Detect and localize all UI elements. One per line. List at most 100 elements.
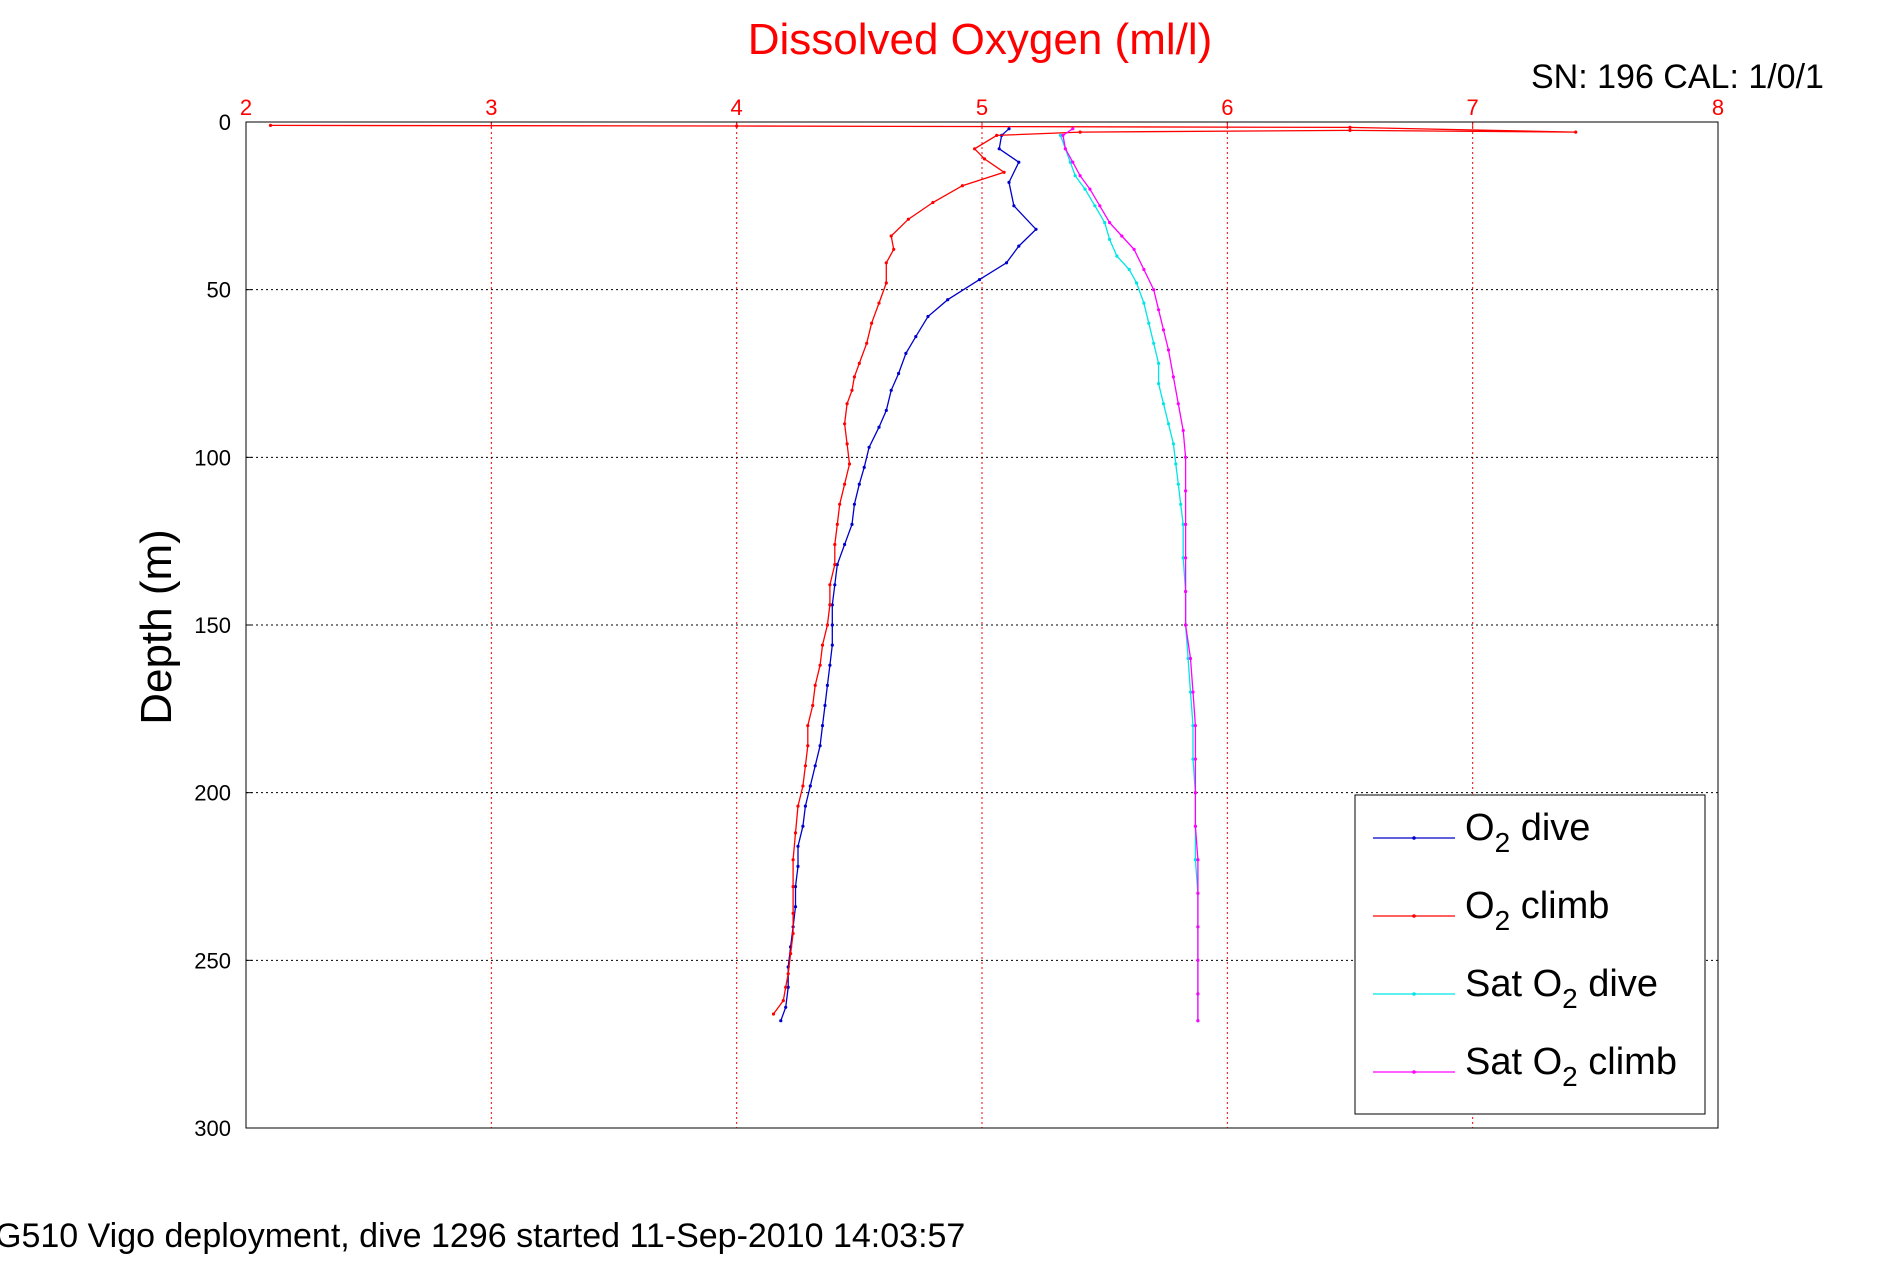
data-point — [1191, 757, 1195, 761]
data-point — [820, 724, 825, 728]
data-point — [1188, 656, 1193, 661]
y-tick-label: 300 — [194, 1116, 231, 1141]
data-point — [1108, 237, 1112, 241]
legend-marker — [1412, 992, 1416, 996]
y-tick-label: 200 — [194, 781, 231, 806]
data-point — [862, 465, 866, 469]
data-point — [825, 683, 830, 688]
data-point — [1068, 160, 1072, 164]
legend: O2 dive O2 climb Sat O2 dive Sat O2 climb — [1354, 794, 1706, 1115]
data-point — [1007, 180, 1011, 184]
data-point — [1012, 204, 1016, 208]
data-point — [791, 858, 795, 862]
data-point — [796, 844, 800, 848]
data-point — [806, 724, 810, 728]
data-point — [1071, 160, 1075, 164]
data-point — [1193, 724, 1197, 728]
data-point — [1157, 361, 1161, 365]
data-point — [806, 744, 810, 748]
data-point — [852, 375, 857, 379]
data-point — [852, 502, 857, 506]
data-point — [1196, 1019, 1200, 1023]
x-tick-label: 8 — [1712, 95, 1724, 120]
data-point — [897, 371, 901, 376]
data-point — [1186, 656, 1190, 661]
data-point — [914, 335, 918, 339]
data-point — [1142, 267, 1146, 272]
data-point — [1120, 234, 1124, 238]
legend-marker — [1412, 914, 1416, 918]
series-line — [1062, 128, 1199, 1021]
data-point — [884, 261, 888, 265]
data-point — [1058, 133, 1063, 137]
data-point — [1166, 348, 1171, 352]
series-layer — [268, 123, 1578, 1023]
legend-label: Sat O2 climb — [1465, 1041, 1677, 1092]
data-point — [1152, 341, 1156, 345]
data-point — [818, 744, 822, 748]
data-point — [857, 482, 861, 486]
data-point — [865, 341, 869, 345]
data-point — [1135, 281, 1139, 285]
y-axis-label: Depth (m) — [132, 529, 181, 725]
data-point — [791, 911, 795, 916]
x-tick-label: 6 — [1221, 95, 1233, 120]
data-point — [1191, 724, 1195, 728]
dive-caption: G510 Vigo deployment, dive 1296 started … — [0, 1217, 965, 1255]
data-point — [1171, 375, 1175, 379]
data-point — [786, 985, 790, 989]
data-point — [781, 999, 785, 1003]
data-point — [1174, 462, 1178, 466]
data-point — [1108, 221, 1112, 225]
x-tick-label: 7 — [1467, 95, 1479, 120]
data-point — [843, 422, 847, 426]
data-point — [1191, 690, 1195, 694]
data-point — [1348, 125, 1352, 129]
data-point — [1184, 589, 1188, 594]
data-point — [1184, 522, 1188, 527]
data-point — [960, 184, 965, 188]
serial-calibration-label: SN: 196 CAL: 1/0/1 — [1531, 58, 1824, 96]
legend-marker — [1412, 1070, 1416, 1074]
data-point — [877, 301, 881, 305]
data-point — [1142, 301, 1146, 305]
data-point — [1083, 187, 1087, 191]
data-point — [1017, 160, 1021, 164]
data-point — [830, 623, 834, 627]
data-point — [1193, 858, 1197, 862]
data-point — [813, 683, 817, 688]
data-point — [779, 1019, 783, 1023]
data-point — [1098, 204, 1102, 208]
data-point — [268, 123, 273, 127]
data-point — [995, 133, 999, 137]
data-point — [997, 147, 1001, 151]
series-sat-climb — [1061, 127, 1200, 1023]
data-point — [1004, 261, 1009, 265]
x-tick-labels: 2 3 4 5 6 7 8 — [240, 95, 1724, 120]
legend-item: O2 dive — [1373, 807, 1590, 858]
data-point — [808, 784, 812, 788]
data-point — [843, 482, 847, 486]
data-point — [847, 462, 852, 466]
data-point — [1152, 288, 1156, 292]
data-point — [926, 314, 930, 319]
data-point — [1184, 455, 1188, 459]
chart-title: Dissolved Oxygen (ml/l) — [748, 15, 1213, 64]
data-point — [1127, 267, 1131, 272]
data-point — [813, 764, 817, 768]
data-point — [1063, 147, 1067, 151]
data-point — [1071, 127, 1075, 131]
data-point — [946, 298, 950, 302]
data-point — [1193, 824, 1197, 828]
series-o2-climb — [268, 123, 1578, 1016]
data-point — [735, 124, 739, 128]
data-point — [791, 931, 795, 936]
data-point — [1115, 254, 1119, 258]
data-point — [801, 824, 805, 828]
data-point — [1166, 422, 1171, 426]
data-point — [793, 831, 798, 835]
data-point — [1179, 502, 1183, 506]
data-point — [973, 147, 977, 151]
data-point — [1181, 556, 1185, 560]
data-point — [833, 563, 837, 567]
